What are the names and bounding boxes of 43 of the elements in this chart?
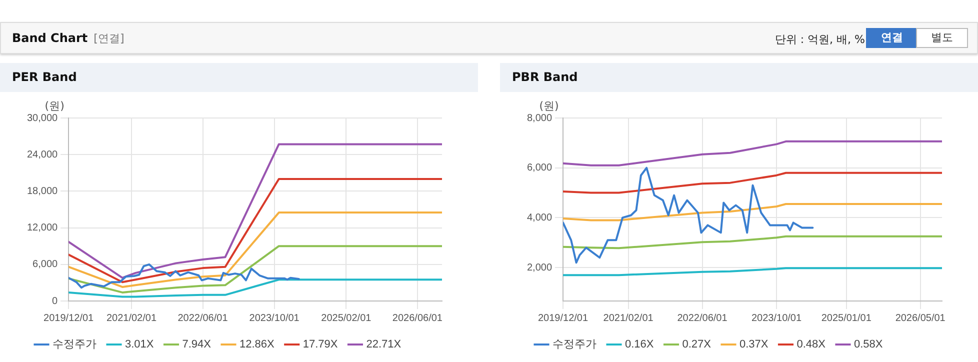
x-tick-label: 2023/10/01 — [752, 312, 802, 324]
y-tick-label: 30,000 — [26, 112, 58, 124]
x-tick-label: 2025/01/01 — [821, 312, 872, 324]
y-tick-label: 18,000 — [26, 186, 58, 197]
legend-label: 수정주가 — [552, 338, 596, 351]
y-tick-label: 12,000 — [26, 222, 58, 234]
x-tick-label: 2019/12/01 — [44, 312, 94, 324]
text: 단위 : 억원, 배, % — [774, 32, 865, 47]
y-tick-label: 4,000 — [526, 212, 552, 224]
x-tick-label: 2019/12/01 — [538, 312, 588, 324]
x-tick-label: 2021/02/01 — [106, 312, 157, 324]
legend-label: 17.79X — [302, 338, 338, 351]
legend-label: 7.94X — [182, 338, 212, 351]
chart-title: PER Band — [0, 63, 478, 92]
y-axis-title: (원) — [539, 99, 559, 112]
legend-label: 22.71X — [366, 338, 402, 351]
x-tick-label: 2023/10/01 — [249, 312, 300, 324]
legend-label: 12.86X — [239, 338, 276, 351]
x-tick-label: 2026/05/01 — [895, 312, 946, 324]
x-tick-label: 2026/06/01 — [392, 312, 443, 324]
x-tick-label: 2025/02/01 — [321, 312, 372, 324]
y-tick-label: 8,000 — [526, 112, 552, 124]
x-tick-label: 2022/06/01 — [677, 312, 728, 324]
legend-label: 3.01X — [125, 338, 154, 351]
text: 연결 — [866, 28, 918, 48]
legend-label: 0.37X — [739, 338, 769, 351]
legend-label: 0.16X — [625, 338, 654, 351]
y-tick-label: 2,000 — [526, 262, 552, 274]
text: [연결] — [94, 32, 124, 45]
text: Band Chart — [12, 31, 88, 45]
y-tick-label: 6,000 — [526, 162, 552, 174]
legend-label: 0.27X — [682, 338, 712, 351]
x-tick-label: 2022/06/01 — [178, 312, 228, 324]
y-tick-label: 24,000 — [26, 149, 58, 160]
x-tick-label: 2021/02/01 — [603, 312, 654, 324]
legend-label: 수정주가 — [52, 338, 96, 351]
y-tick-label: 0 — [52, 296, 58, 307]
y-axis-title: (원) — [44, 99, 64, 112]
legend-label: 0.58X — [854, 338, 884, 351]
legend-label: 0.48X — [796, 338, 826, 351]
y-tick-label: 6,000 — [32, 259, 58, 270]
text: 별도 — [916, 28, 968, 48]
chart-title: PBR Band — [500, 63, 978, 92]
